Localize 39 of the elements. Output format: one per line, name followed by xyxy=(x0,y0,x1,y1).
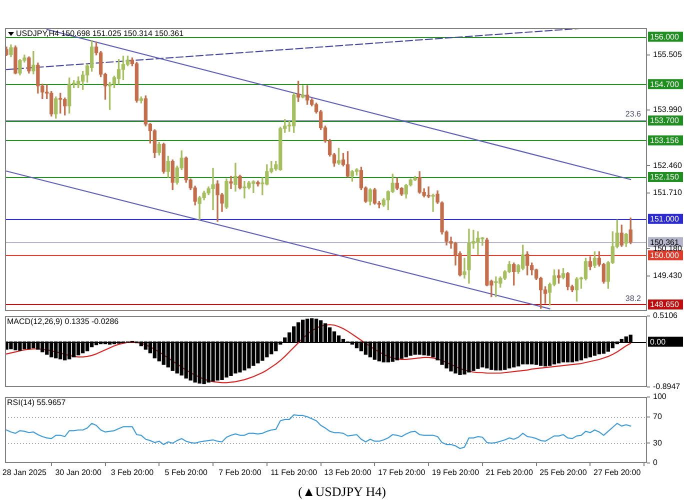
text: (▲USDJPY H4) xyxy=(297,483,387,501)
x-tick-label: 28 Jan 2025 xyxy=(2,468,48,478)
y-tick-label: 155.505 xyxy=(653,50,682,59)
ref-line-label: 150.361 xyxy=(650,238,680,247)
y-tick-label: -0.8947 xyxy=(653,382,681,392)
x-tick-label: 5 Feb 20:00 xyxy=(164,468,208,478)
x-tick-label: 7 Feb 20:00 xyxy=(218,468,262,478)
x-tick-label: 17 Feb 20:00 xyxy=(378,468,426,478)
y-tick-label: 152.460 xyxy=(653,160,682,170)
y-tick-label: 70 xyxy=(653,412,662,422)
chart-title: USDJPY,H4 150.698 151.025 150.314 150.361 xyxy=(16,29,184,39)
x-tick-label: 11 Feb 20:00 xyxy=(270,468,318,478)
x-tick-label: 21 Feb 20:00 xyxy=(486,468,534,478)
y-tick-label: 30 xyxy=(653,438,662,448)
ref-line-label: 151.000 xyxy=(650,214,680,224)
y-tick-label: 0.5106 xyxy=(653,311,678,320)
annotation: 23.6 xyxy=(625,109,642,118)
ref-line-label: 153.700 xyxy=(650,116,680,126)
y-tick-label: 151.710 xyxy=(653,188,682,198)
ref-line-label: 153.156 xyxy=(650,136,680,146)
ref-line-label: 148.650 xyxy=(650,300,680,310)
ref-line-label: 154.700 xyxy=(650,80,680,89)
x-tick-label: 27 Feb 20:00 xyxy=(594,468,642,478)
x-tick-label: 13 Feb 20:00 xyxy=(324,468,372,478)
annotation: 38.2 xyxy=(625,294,642,304)
y-tick-label: 0 xyxy=(653,458,658,468)
y-tick-label: 153.990 xyxy=(653,105,682,114)
ref-line-label: 156.000 xyxy=(650,32,680,42)
ref-line-label: 0.00 xyxy=(650,338,666,346)
x-tick-label: 25 Feb 20:00 xyxy=(540,468,588,478)
y-tick-label: 149.430 xyxy=(653,271,682,280)
y-tick-label: 100 xyxy=(653,392,667,402)
x-tick-label: 3 Feb 20:00 xyxy=(110,468,154,478)
ref-line-label: 152.150 xyxy=(650,172,680,182)
x-tick-label: 19 Feb 20:00 xyxy=(432,468,480,478)
x-tick-label: 30 Jan 20:00 xyxy=(55,468,102,478)
ref-line-label: 150.000 xyxy=(650,250,680,260)
chart-title: RSI(14) 55.9657 xyxy=(7,398,66,408)
chart-title: MACD(12,26,9) 0.1335 -0.0286 xyxy=(7,317,119,327)
